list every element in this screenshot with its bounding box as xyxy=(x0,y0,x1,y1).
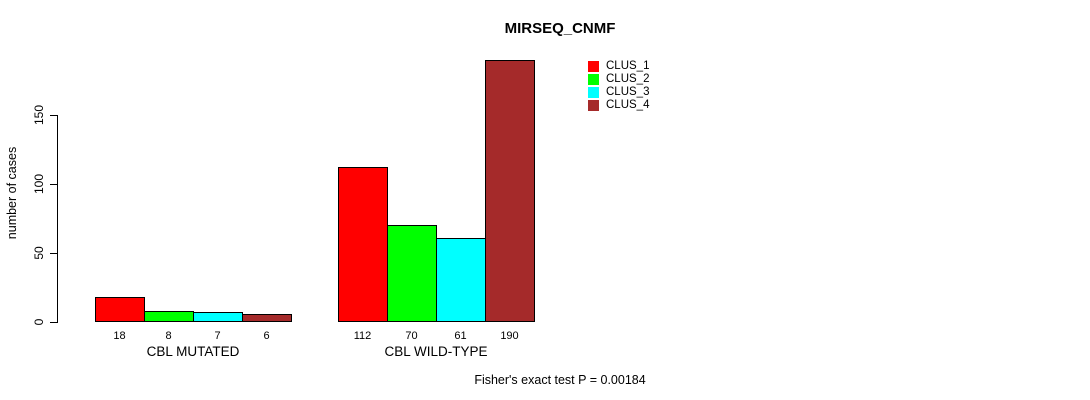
x-axis-category-label-mutated: CBL MUTATED xyxy=(146,344,240,359)
bar-clus_2-cbl-mutated xyxy=(144,310,194,322)
legend-swatch-clus-4 xyxy=(588,100,599,111)
bar-clus_2-cbl-wild-type xyxy=(387,225,437,322)
bar-value-label: 112 xyxy=(353,330,372,342)
legend-swatch-clus-1 xyxy=(588,61,599,72)
bar-clus_3-cbl-mutated xyxy=(193,312,243,322)
fisher-test-annotation: Fisher's exact test P = 0.00184 xyxy=(474,373,646,387)
legend-item-clus-1: CLUS_1 xyxy=(588,60,649,73)
legend-label-clus-1: CLUS_1 xyxy=(606,60,650,72)
y-axis-tick xyxy=(50,253,57,254)
bar-clus_4-cbl-mutated xyxy=(242,313,292,322)
y-axis-tick xyxy=(50,115,57,116)
bar-value-label: 8 xyxy=(165,330,172,342)
bar-clus_3-cbl-wild-type xyxy=(436,237,486,322)
legend-item-clus-2: CLUS_2 xyxy=(588,73,649,86)
y-axis-tick xyxy=(50,322,57,323)
legend-label-clus-4: CLUS_4 xyxy=(606,99,650,111)
y-axis-tick-label: 100 xyxy=(32,173,46,195)
bar-clus_4-cbl-wild-type xyxy=(485,59,535,322)
bar-value-label: 18 xyxy=(113,330,126,342)
y-axis-tick xyxy=(50,184,57,185)
y-axis-tick-label: 150 xyxy=(32,104,46,126)
bar-value-label: 6 xyxy=(263,330,270,342)
legend-swatch-clus-3 xyxy=(588,87,599,98)
chart-title: MIRSEQ_CNMF xyxy=(504,20,616,37)
bar-clus_1-cbl-mutated xyxy=(95,297,145,322)
bar-clus_1-cbl-wild-type xyxy=(338,167,388,322)
legend-label-clus-3: CLUS_3 xyxy=(606,86,650,98)
legend-swatch-clus-2 xyxy=(588,74,599,85)
bar-value-label: 61 xyxy=(454,330,467,342)
legend-label-clus-2: CLUS_2 xyxy=(606,73,650,85)
bar-value-label: 190 xyxy=(500,330,519,342)
x-axis-category-label-wildtype: CBL WILD-TYPE xyxy=(384,344,488,359)
legend: CLUS_1 CLUS_2 CLUS_3 CLUS_4 xyxy=(588,60,649,112)
legend-item-clus-4: CLUS_4 xyxy=(588,99,649,112)
bar-value-label: 70 xyxy=(405,330,418,342)
y-axis-tick-label: 50 xyxy=(32,246,46,260)
legend-item-clus-3: CLUS_3 xyxy=(588,86,649,99)
bar-value-label: 7 xyxy=(214,330,221,342)
y-axis-line xyxy=(57,115,58,323)
y-axis-tick-label: 0 xyxy=(32,318,46,326)
y-axis-title: number of cases xyxy=(5,146,19,240)
